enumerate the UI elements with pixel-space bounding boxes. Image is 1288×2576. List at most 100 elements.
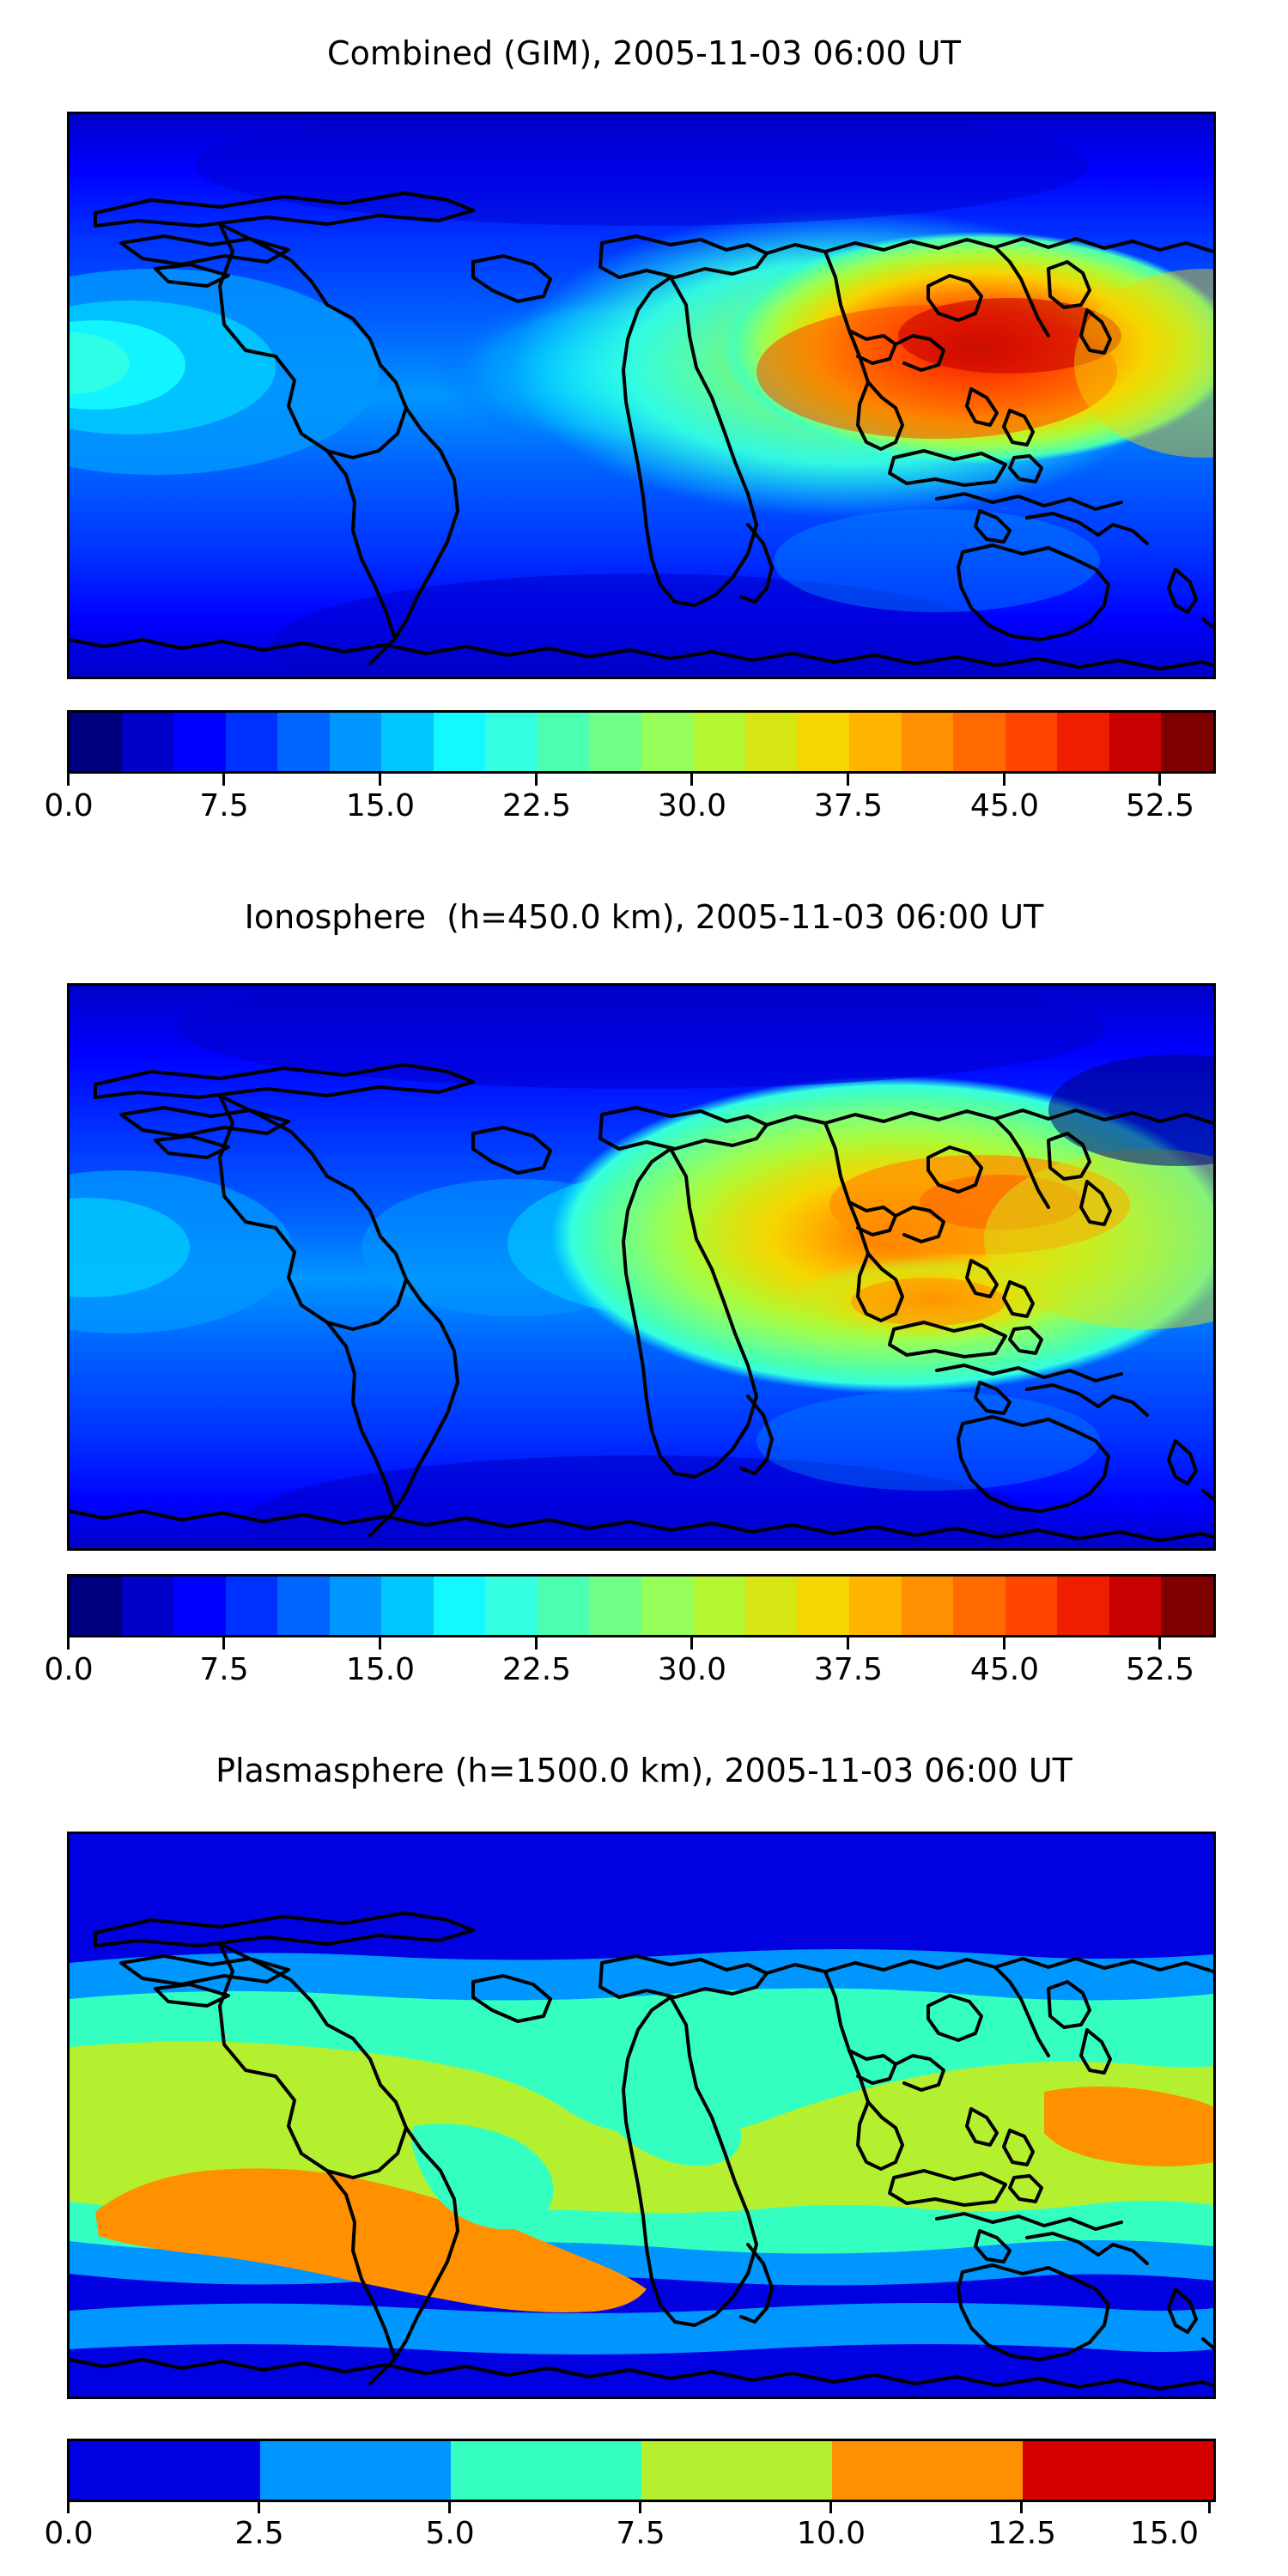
cbar-band [797,713,850,771]
panel-title-ionosphere: Ionosphere (h=450.0 km), 2005-11-03 06:0… [244,898,1044,936]
cbar-tick-label: 37.5 [813,1652,884,1687]
coastlines-plasmasphere [70,1911,1213,2391]
cbar-band [797,1577,850,1635]
cbar-tick-label: 22.5 [501,788,572,823]
colorbar-plasmasphere [67,2439,1216,2502]
map-ionosphere-svg [70,986,1213,1548]
coastlines-ionosphere [70,1063,1213,1542]
cbar-band [173,1577,226,1635]
cbar-tick-label: 5.0 [425,2516,475,2551]
cbar-band [849,1577,902,1635]
cbar-tick-label: 15.0 [345,788,416,823]
cbar-band [1109,713,1162,771]
cbar-band [121,713,174,771]
map-ionosphere [67,983,1216,1551]
cbar-band [1057,1577,1109,1635]
cbar-tick-label: 7.5 [199,1652,249,1687]
map-combined [67,112,1216,679]
cbar-band [1005,713,1058,771]
cbar-band [745,713,798,771]
cbar-band [70,2441,260,2500]
cbar-tick-label: 37.5 [813,788,884,823]
cbar-band [121,1577,174,1635]
cbar-band [641,1577,694,1635]
cbar-band [901,1577,954,1635]
cbar-band [329,713,382,771]
cbar-tick-label: 0.0 [44,1652,94,1687]
cbar-band [537,713,590,771]
cbar-tick-label: 10.0 [796,2516,866,2551]
cbar-band [589,713,642,771]
cbar-band [1005,1577,1058,1635]
colorbar-ionosphere [67,1574,1216,1637]
panel-title-plasmasphere: Plasmasphere (h=1500.0 km), 2005-11-03 0… [216,1752,1072,1789]
cbar-band [381,713,434,771]
cbar-band [901,713,954,771]
cbar-band [70,713,122,771]
cbar-band [1057,713,1109,771]
cbar-band [451,2441,641,2500]
plasma-patch-westpacific [1044,2087,1213,2166]
cbar-band [832,2441,1023,2500]
panel-title-combined: Combined (GIM), 2005-11-03 06:00 UT [327,34,961,72]
cbar-band [641,713,694,771]
cbar-tick-label: 30.0 [657,788,727,823]
map-plasmasphere-svg [70,1834,1213,2397]
cbar-band [173,713,226,771]
cbar-band [433,1577,486,1635]
plasma-notch-atlantic [411,2123,554,2230]
map-combined-field [70,114,1213,677]
cbar-band [277,713,330,771]
cbar-band [953,1577,1005,1635]
plasma-patch-eastpacific [95,2168,647,2312]
coastlines-combined [70,191,1213,671]
cbar-tick-label: 45.0 [969,1652,1040,1687]
cbar-band [589,1577,642,1635]
cbar-band [225,1577,278,1635]
contour-south-darkblue [70,2344,1213,2397]
cbar-band [1161,713,1213,771]
cbar-tick-label: 2.5 [234,2516,284,2551]
cbar-tick-label: 15.0 [345,1652,416,1687]
cbar-tick-label: 52.5 [1125,1652,1195,1687]
cbar-tick-label: 12.5 [987,2516,1057,2551]
colorbar-ticks-ionosphere: 0.0 7.5 15.0 22.5 30.0 37.5 45.0 52.5 [44,1637,1211,1697]
cbar-band [693,713,746,771]
cbar-tick-label: 45.0 [969,788,1040,823]
cbar-tick-label: 15.0 [1129,2516,1199,2551]
cbar-band [329,1577,382,1635]
cbar-band [693,1577,746,1635]
cbar-band [260,2441,451,2500]
cbar-tick-label: 52.5 [1125,788,1195,823]
map-plasmasphere-field [70,1834,1213,2397]
cbar-band [641,2441,832,2500]
cbar-band [537,1577,590,1635]
cbar-tick-label: 30.0 [657,1652,727,1687]
colorbar-ticks-combined: 0.0 7.5 15.0 22.5 30.0 37.5 45.0 52.5 [44,773,1211,833]
cbar-band [70,1577,122,1635]
map-ionosphere-field [70,986,1213,1548]
cbar-band [745,1577,798,1635]
cbar-band [225,713,278,771]
cbar-tick-label: 7.5 [616,2516,665,2551]
cbar-band [849,713,902,771]
map-plasmasphere [67,1832,1216,2399]
cbar-band [1023,2441,1213,2500]
cbar-band [485,1577,538,1635]
contour-north-darkblue [70,1834,1213,1942]
cbar-band [277,1577,330,1635]
cbar-tick-label: 7.5 [199,788,249,823]
cbar-band [433,713,486,771]
colorbar-ticks-plasmasphere: 0.0 2.5 5.0 7.5 10.0 12.5 15.0 [44,2500,1211,2561]
cbar-band [953,713,1005,771]
cbar-tick-label: 0.0 [44,2516,94,2551]
map-combined-svg [70,114,1213,677]
cbar-band [1161,1577,1213,1635]
cbar-tick-label: 0.0 [44,788,94,823]
cbar-band [1109,1577,1162,1635]
colorbar-combined [67,710,1216,774]
cbar-tick-label: 22.5 [501,1652,572,1687]
cbar-band [485,713,538,771]
cbar-band [381,1577,434,1635]
